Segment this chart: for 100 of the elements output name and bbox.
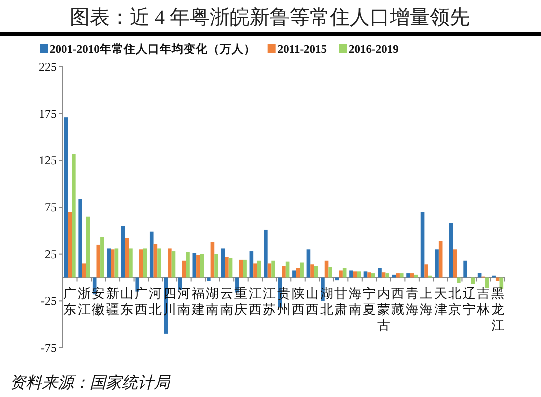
- bar: [368, 272, 372, 278]
- bar: [207, 278, 211, 282]
- chart-title: 图表：近 4 年粤浙皖新鲁等常住人口增量领先: [70, 7, 470, 29]
- y-tick-label: 225: [39, 60, 57, 74]
- legend-label: 2016-2019: [349, 44, 400, 56]
- bar: [214, 254, 218, 278]
- bar: [228, 258, 233, 278]
- bar: [82, 264, 86, 278]
- bar: [396, 274, 400, 278]
- x-tick-label: 云南: [220, 286, 234, 317]
- bar: [300, 262, 304, 278]
- x-tick-label: 西藏: [392, 286, 405, 317]
- x-tick-label: 浙江: [78, 286, 91, 317]
- bar: [378, 268, 382, 278]
- bar: [406, 274, 410, 278]
- bar: [243, 260, 247, 278]
- bar: [410, 274, 414, 278]
- bar: [268, 264, 272, 278]
- bar: [68, 212, 72, 278]
- y-tick-label: -75: [41, 341, 57, 355]
- bar: [386, 274, 390, 278]
- y-tick-label: 75: [45, 200, 57, 214]
- x-tick-label: 宁夏: [363, 286, 376, 317]
- bar: [78, 199, 82, 278]
- bar: [200, 254, 204, 278]
- bar: [154, 244, 158, 278]
- bar: [471, 278, 476, 284]
- bar: [140, 250, 144, 278]
- bar: [414, 274, 418, 278]
- x-tick-label: 海南: [348, 286, 362, 317]
- x-tick-label: 青海: [406, 286, 419, 317]
- text: 资料来源：国家统计局: [10, 374, 171, 392]
- bar: [438, 241, 443, 278]
- x-tick-label: 山西: [306, 286, 320, 317]
- bar: [453, 250, 457, 278]
- bar: [86, 216, 90, 278]
- bar: [254, 264, 258, 278]
- bar: [478, 273, 482, 278]
- y-tick-label: 175: [39, 106, 57, 121]
- bar: [286, 262, 290, 278]
- bar: [392, 274, 396, 278]
- bar: [282, 266, 286, 278]
- bar: [364, 272, 368, 278]
- bar: [100, 237, 104, 278]
- bar: [96, 244, 101, 278]
- bar: [264, 230, 268, 278]
- bar: [486, 278, 490, 288]
- bar: [168, 248, 172, 278]
- bar: [158, 248, 162, 278]
- bar: [192, 253, 197, 278]
- x-tick-label: 吉林: [476, 286, 490, 317]
- bar: [250, 252, 254, 278]
- bar: [339, 270, 343, 278]
- bar: [328, 267, 332, 278]
- bar: [257, 260, 262, 278]
- bar: [114, 248, 119, 278]
- x-tick-label: 甘肃: [334, 286, 348, 317]
- bar: [186, 252, 190, 278]
- bar: [221, 248, 226, 278]
- bar: [272, 260, 276, 278]
- bar: [292, 270, 296, 278]
- bar: [420, 212, 425, 278]
- y-tick-label: -25: [41, 294, 57, 308]
- bar: [342, 268, 347, 278]
- x-tick-label: 陕西: [292, 286, 305, 317]
- bar: [182, 260, 186, 278]
- bar: [457, 278, 461, 284]
- y-tick-label: 125: [39, 154, 57, 168]
- bar: [196, 255, 200, 278]
- bar: [350, 270, 354, 278]
- bar: [324, 260, 329, 278]
- x-tick-label: 辽宁: [462, 286, 476, 317]
- x-tick-label: 安徽: [92, 286, 106, 317]
- y-tick-label: 25: [45, 247, 57, 262]
- bar: [111, 250, 115, 278]
- bar: [296, 268, 300, 278]
- x-tick-label: 新疆: [106, 286, 120, 317]
- bar: [353, 272, 358, 278]
- x-tick-label: 河南: [178, 286, 191, 317]
- x-tick-label: 江西: [248, 286, 262, 317]
- bar: [172, 252, 176, 278]
- bar: [314, 266, 318, 278]
- bar: [449, 223, 454, 278]
- bar: [107, 248, 111, 278]
- x-tick-label: 湖南: [206, 286, 220, 317]
- bar: [357, 272, 361, 278]
- bar: [210, 242, 215, 278]
- x-tick-label: 黑龙江: [491, 286, 504, 333]
- x-tick-label: 河北: [149, 286, 162, 317]
- bar: [125, 238, 130, 278]
- bar: [129, 248, 133, 278]
- bar: [239, 260, 244, 278]
- x-tick-label: 福建: [190, 286, 205, 317]
- x-tick-label: 内蒙古: [377, 286, 390, 333]
- bar: [496, 278, 500, 282]
- bar: [121, 226, 126, 278]
- bar: [435, 250, 439, 278]
- x-tick-label: 北京: [448, 286, 462, 317]
- legend-label: 2001-2010年常住人口年均变化（万人）: [50, 42, 256, 56]
- x-tick-label: 重庆: [234, 286, 248, 317]
